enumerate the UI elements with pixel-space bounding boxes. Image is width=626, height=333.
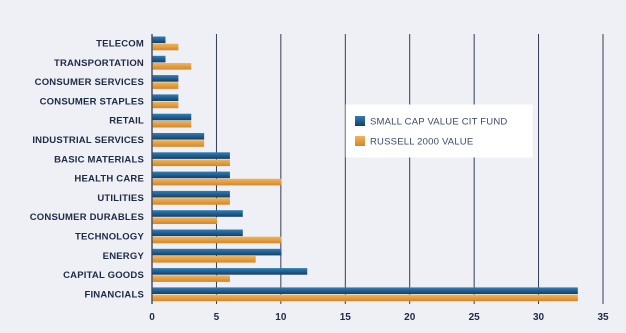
- bar-retail-series-2: [153, 121, 192, 128]
- category-label-telecom: TELECOM: [96, 39, 144, 50]
- bar-industrial-services-series-1: [153, 133, 205, 140]
- legend-swatch-series-2: [355, 136, 365, 146]
- bar-financials-series-2: [153, 295, 578, 302]
- legend: SMALL CAP VALUE CIT FUND RUSSELL 2000 VAL…: [346, 105, 532, 157]
- bar-basic-materials-series-1: [153, 152, 230, 159]
- bar-basic-materials-series-2: [153, 160, 230, 167]
- category-label-transportation: TRANSPORTATION: [54, 58, 144, 69]
- legend-swatch-series-1: [355, 116, 365, 126]
- bar-health-care-series-2: [153, 179, 282, 186]
- x-tick-label-0: 0: [149, 312, 155, 323]
- bar-consumer-staples-series-2: [153, 102, 179, 109]
- x-tick-label-30: 30: [533, 312, 545, 323]
- category-label-consumer-durables: CONSUMER DURABLES: [30, 212, 144, 223]
- category-label-utilities: UTILITIES: [97, 193, 144, 204]
- bar-consumer-durables-series-1: [153, 210, 243, 217]
- bar-utilities-series-1: [153, 191, 230, 198]
- category-label-financials: FINANCIALS: [84, 289, 144, 300]
- category-label-consumer-staples: CONSUMER STAPLES: [40, 96, 144, 107]
- category-label-energy: ENERGY: [103, 251, 145, 262]
- bar-telecom-series-2: [153, 44, 179, 51]
- bar-transportation-series-2: [153, 63, 192, 70]
- bar-health-care-series-1: [153, 172, 230, 179]
- bar-energy-series-1: [153, 249, 282, 256]
- category-label-industrial-services: INDUSTRIAL SERVICES: [32, 135, 144, 146]
- x-tick-label-5: 5: [214, 312, 220, 323]
- category-label-technology: TECHNOLOGY: [75, 232, 144, 243]
- x-axis-tick-labels: 0 5 10 15 20 25 30 35: [149, 312, 609, 323]
- category-label-capital-goods: CAPITAL GOODS: [63, 270, 144, 281]
- bar-retail-series-1: [153, 114, 192, 121]
- legend-label-series-1: SMALL CAP VALUE CIT FUND: [370, 117, 508, 128]
- bar-technology-series-1: [153, 230, 243, 237]
- legend-label-series-2: RUSSELL 2000 VALUE: [370, 137, 473, 148]
- grid-lines: [152, 34, 603, 304]
- category-label-retail: RETAIL: [109, 116, 144, 127]
- bar-financials-series-1: [153, 287, 578, 294]
- bar-consumer-services-series-2: [153, 82, 179, 89]
- category-label-consumer-services: CONSUMER SERVICES: [35, 77, 144, 88]
- x-tick-label-25: 25: [469, 312, 481, 323]
- bar-transportation-series-1: [153, 56, 166, 63]
- category-label-health-care: HEALTH CARE: [74, 174, 144, 185]
- x-tick-label-35: 35: [597, 312, 609, 323]
- bar-industrial-services-series-2: [153, 140, 205, 147]
- bar-consumer-durables-series-2: [153, 217, 217, 224]
- category-labels: TELECOM TRANSPORTATION CONSUMER SERVICES CO…: [30, 39, 145, 301]
- legend-box: [346, 105, 532, 157]
- bar-technology-series-2: [153, 237, 282, 244]
- bar-capital-goods-series-1: [153, 268, 308, 275]
- x-tick-label-15: 15: [340, 312, 352, 323]
- bar-telecom-series-1: [153, 37, 166, 44]
- bar-capital-goods-series-2: [153, 275, 230, 282]
- bar-energy-series-2: [153, 256, 256, 263]
- bar-consumer-staples-series-1: [153, 94, 179, 101]
- bar-utilities-series-2: [153, 198, 230, 205]
- x-tick-label-10: 10: [275, 312, 287, 323]
- x-tick-label-20: 20: [404, 312, 416, 323]
- bar-consumer-services-series-1: [153, 75, 179, 82]
- category-label-basic-materials: BASIC MATERIALS: [54, 154, 144, 165]
